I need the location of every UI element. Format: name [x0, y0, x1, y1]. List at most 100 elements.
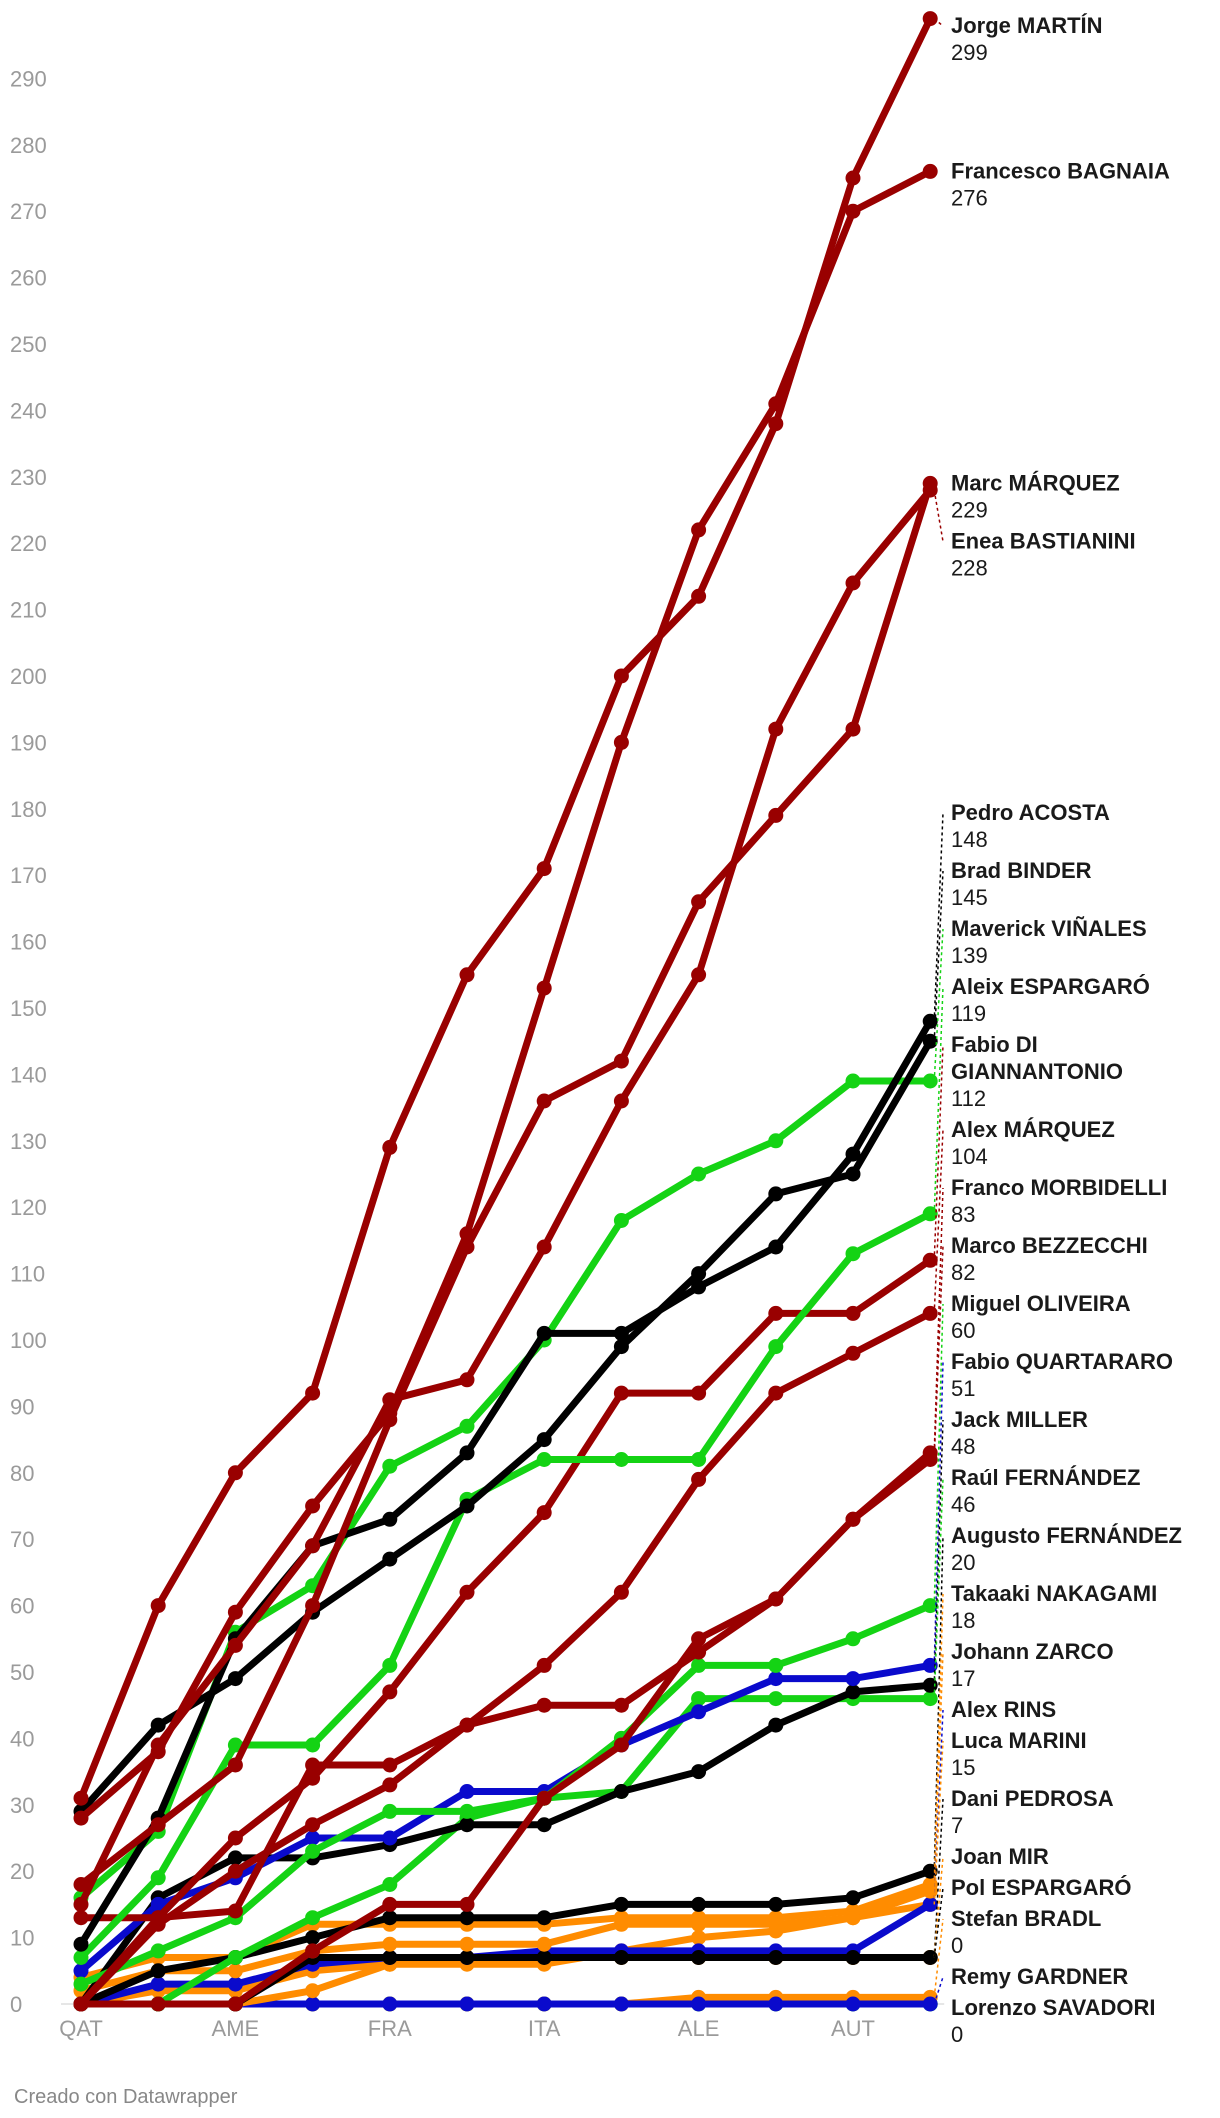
data-point [227, 1637, 243, 1653]
data-point [691, 1910, 707, 1926]
label-leader [933, 1535, 944, 1872]
data-point [227, 1604, 243, 1620]
data-point [305, 1930, 321, 1946]
data-point [922, 1013, 938, 1029]
data-point [691, 1691, 707, 1707]
series-label-23: Pol ESPARGARÓ [933, 1875, 1132, 1958]
data-point [613, 1910, 629, 1926]
data-point [613, 1385, 629, 1401]
data-point [691, 1471, 707, 1487]
y-tick-label: 290 [10, 66, 47, 91]
data-point [536, 1432, 552, 1448]
data-point [150, 1744, 166, 1760]
data-point [150, 1598, 166, 1614]
data-point [536, 1093, 552, 1109]
data-point [305, 1737, 321, 1753]
series-value-label: 15 [951, 1755, 975, 1780]
data-point [922, 1206, 938, 1222]
data-point [845, 1246, 861, 1262]
series-name-label: Enea BASTIANINI [951, 528, 1136, 553]
data-point [922, 1073, 938, 1089]
y-tick-label: 260 [10, 266, 47, 291]
y-tick-label: 120 [10, 1195, 47, 1220]
data-point [922, 1252, 938, 1268]
data-point [73, 1936, 89, 1952]
series-name-label: Pol ESPARGARÓ [951, 1875, 1132, 1900]
series-label-24: Remy GARDNER [933, 1964, 1128, 2005]
data-point [459, 1445, 475, 1461]
series-name-label: Maverick VIÑALES [951, 916, 1147, 941]
data-point [227, 1830, 243, 1846]
data-point [227, 1671, 243, 1687]
data-point [305, 1943, 321, 1959]
data-point [768, 721, 784, 737]
data-point [305, 1757, 321, 1773]
data-point [227, 1465, 243, 1481]
data-point [382, 1657, 398, 1673]
y-tick-label: 280 [10, 133, 47, 158]
data-point [845, 1631, 861, 1647]
y-tick-label: 110 [10, 1262, 45, 1287]
x-tick-label: FRA [368, 2016, 412, 2041]
data-point [382, 1684, 398, 1700]
data-point [922, 1677, 938, 1693]
data-point [922, 1691, 938, 1707]
data-point [536, 1505, 552, 1521]
data-point [382, 1910, 398, 1926]
data-point [845, 1345, 861, 1361]
data-point [613, 668, 629, 684]
label-leader [933, 1798, 944, 1958]
data-point [845, 1996, 861, 2012]
label-leader [933, 1361, 944, 1666]
x-tick-label: AUT [831, 2016, 875, 2041]
data-point [691, 1631, 707, 1647]
label-leader [933, 986, 944, 1214]
data-point [691, 1930, 707, 1946]
y-tick-label: 100 [10, 1328, 47, 1353]
label-leader [933, 1976, 944, 2005]
data-point [845, 1511, 861, 1527]
series-value-label: 48 [951, 1434, 975, 1459]
data-point [382, 1757, 398, 1773]
data-point [922, 1863, 938, 1879]
series-name-label: Johann ZARCO [951, 1639, 1114, 1664]
data-point [691, 894, 707, 910]
data-point [768, 1305, 784, 1321]
data-point [922, 1657, 938, 1673]
data-point [536, 1452, 552, 1467]
label-leader [933, 489, 944, 542]
data-point [382, 1803, 398, 1819]
data-point [845, 1903, 861, 1919]
series-name-label: Francesco BAGNAIA [951, 158, 1170, 183]
data-point [227, 1737, 243, 1753]
data-point [227, 1850, 243, 1866]
y-tick-label: 170 [10, 863, 47, 888]
label-leader [933, 1129, 944, 1314]
data-point [768, 1339, 784, 1355]
data-point [459, 1936, 475, 1952]
data-point [845, 1305, 861, 1321]
data-point [613, 1950, 629, 1965]
data-point [305, 1843, 321, 1859]
data-point [459, 1418, 475, 1434]
y-tick-label: 10 [10, 1926, 34, 1951]
data-point [150, 1976, 166, 1992]
data-point [150, 1817, 166, 1833]
series-name-label: Remy GARDNER [951, 1964, 1128, 1989]
data-point [845, 1073, 861, 1089]
series-12 [73, 1598, 938, 1992]
data-point [536, 1996, 552, 2012]
data-point [922, 475, 938, 491]
data-point [73, 1910, 89, 1926]
data-point [536, 1239, 552, 1255]
data-point [922, 1996, 938, 2012]
label-leader [933, 1918, 944, 1998]
data-point [845, 203, 861, 219]
data-point [845, 1950, 861, 1965]
